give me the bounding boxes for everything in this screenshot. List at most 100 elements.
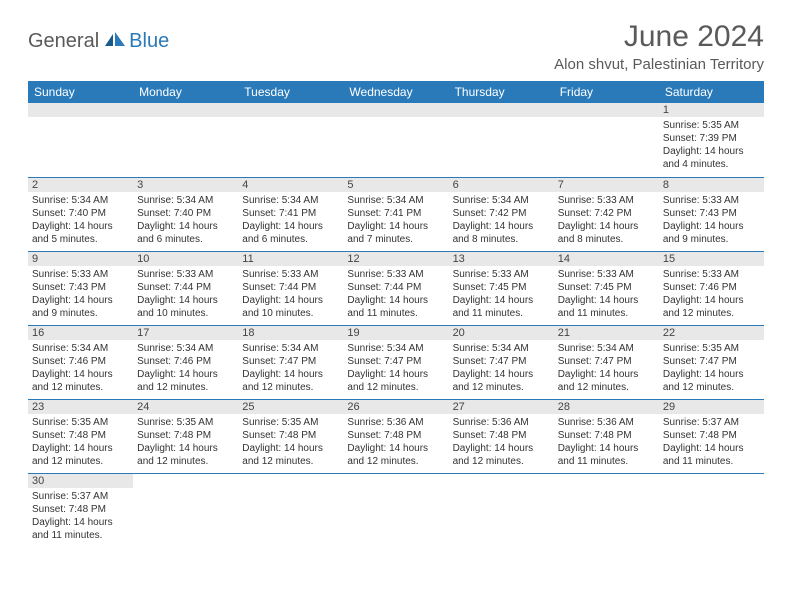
day-info: Sunrise: 5:35 AMSunset: 7:48 PMDaylight:… [133, 414, 238, 472]
day-info: Sunrise: 5:35 AMSunset: 7:48 PMDaylight:… [28, 414, 133, 472]
day-number: 20 [449, 326, 554, 340]
sunset-text: Sunset: 7:44 PM [242, 281, 339, 294]
day-number-bar-empty [554, 474, 659, 488]
calendar-cell [343, 473, 448, 547]
day-info: Sunrise: 5:34 AMSunset: 7:40 PMDaylight:… [28, 192, 133, 250]
day-number: 30 [28, 474, 133, 488]
calendar-cell [133, 103, 238, 177]
calendar-cell: 18Sunrise: 5:34 AMSunset: 7:47 PMDayligh… [238, 325, 343, 399]
calendar-cell [554, 103, 659, 177]
sunset-text: Sunset: 7:43 PM [663, 207, 760, 220]
sunrise-text: Sunrise: 5:34 AM [242, 342, 339, 355]
day-number: 26 [343, 400, 448, 414]
calendar-cell [554, 473, 659, 547]
day-number: 3 [133, 178, 238, 192]
sunrise-text: Sunrise: 5:35 AM [663, 119, 760, 132]
day-number: 9 [28, 252, 133, 266]
sunset-text: Sunset: 7:48 PM [663, 429, 760, 442]
daylight-text: Daylight: 14 hours and 4 minutes. [663, 145, 760, 171]
calendar-cell: 10Sunrise: 5:33 AMSunset: 7:44 PMDayligh… [133, 251, 238, 325]
daylight-text: Daylight: 14 hours and 7 minutes. [347, 220, 444, 246]
day-number: 10 [133, 252, 238, 266]
sunrise-text: Sunrise: 5:34 AM [558, 342, 655, 355]
sunset-text: Sunset: 7:43 PM [32, 281, 129, 294]
sunset-text: Sunset: 7:41 PM [347, 207, 444, 220]
day-info: Sunrise: 5:33 AMSunset: 7:43 PMDaylight:… [28, 266, 133, 324]
calendar-cell: 9Sunrise: 5:33 AMSunset: 7:43 PMDaylight… [28, 251, 133, 325]
daylight-text: Daylight: 14 hours and 6 minutes. [137, 220, 234, 246]
day-info: Sunrise: 5:34 AMSunset: 7:46 PMDaylight:… [133, 340, 238, 398]
day-number-bar-empty [449, 474, 554, 488]
sunset-text: Sunset: 7:48 PM [32, 503, 129, 516]
sunrise-text: Sunrise: 5:33 AM [32, 268, 129, 281]
sunset-text: Sunset: 7:48 PM [453, 429, 550, 442]
calendar-cell [133, 473, 238, 547]
sunrise-text: Sunrise: 5:34 AM [347, 194, 444, 207]
day-info: Sunrise: 5:33 AMSunset: 7:45 PMDaylight:… [554, 266, 659, 324]
sunset-text: Sunset: 7:47 PM [347, 355, 444, 368]
sunset-text: Sunset: 7:48 PM [242, 429, 339, 442]
day-info: Sunrise: 5:35 AMSunset: 7:47 PMDaylight:… [659, 340, 764, 398]
sunset-text: Sunset: 7:47 PM [558, 355, 655, 368]
sunset-text: Sunset: 7:48 PM [137, 429, 234, 442]
day-number: 17 [133, 326, 238, 340]
calendar-cell [449, 473, 554, 547]
calendar-week-row: 1Sunrise: 5:35 AMSunset: 7:39 PMDaylight… [28, 103, 764, 177]
day-info: Sunrise: 5:33 AMSunset: 7:42 PMDaylight:… [554, 192, 659, 250]
day-number-bar-empty [238, 474, 343, 488]
sunrise-text: Sunrise: 5:34 AM [242, 194, 339, 207]
sunrise-text: Sunrise: 5:33 AM [453, 268, 550, 281]
calendar-cell: 14Sunrise: 5:33 AMSunset: 7:45 PMDayligh… [554, 251, 659, 325]
calendar-body: 1Sunrise: 5:35 AMSunset: 7:39 PMDaylight… [28, 103, 764, 547]
day-number-bar-empty [659, 474, 764, 488]
sunset-text: Sunset: 7:41 PM [242, 207, 339, 220]
calendar-cell: 4Sunrise: 5:34 AMSunset: 7:41 PMDaylight… [238, 177, 343, 251]
sunrise-text: Sunrise: 5:36 AM [558, 416, 655, 429]
calendar-cell: 6Sunrise: 5:34 AMSunset: 7:42 PMDaylight… [449, 177, 554, 251]
sunrise-text: Sunrise: 5:34 AM [453, 342, 550, 355]
day-number: 13 [449, 252, 554, 266]
sunrise-text: Sunrise: 5:34 AM [32, 194, 129, 207]
calendar-cell: 11Sunrise: 5:33 AMSunset: 7:44 PMDayligh… [238, 251, 343, 325]
day-number-bar-empty [133, 474, 238, 488]
calendar-cell: 24Sunrise: 5:35 AMSunset: 7:48 PMDayligh… [133, 399, 238, 473]
sunset-text: Sunset: 7:39 PM [663, 132, 760, 145]
calendar-cell: 26Sunrise: 5:36 AMSunset: 7:48 PMDayligh… [343, 399, 448, 473]
day-number: 11 [238, 252, 343, 266]
daylight-text: Daylight: 14 hours and 9 minutes. [32, 294, 129, 320]
day-number: 1 [659, 103, 764, 117]
daylight-text: Daylight: 14 hours and 12 minutes. [242, 368, 339, 394]
calendar-cell: 2Sunrise: 5:34 AMSunset: 7:40 PMDaylight… [28, 177, 133, 251]
day-info: Sunrise: 5:33 AMSunset: 7:44 PMDaylight:… [343, 266, 448, 324]
sunrise-text: Sunrise: 5:36 AM [453, 416, 550, 429]
day-number: 25 [238, 400, 343, 414]
calendar-cell: 16Sunrise: 5:34 AMSunset: 7:46 PMDayligh… [28, 325, 133, 399]
daylight-text: Daylight: 14 hours and 8 minutes. [558, 220, 655, 246]
sunset-text: Sunset: 7:48 PM [558, 429, 655, 442]
calendar-cell: 30Sunrise: 5:37 AMSunset: 7:48 PMDayligh… [28, 473, 133, 547]
sunset-text: Sunset: 7:46 PM [663, 281, 760, 294]
day-number-bar-empty [28, 103, 133, 117]
sunrise-text: Sunrise: 5:35 AM [242, 416, 339, 429]
day-info: Sunrise: 5:35 AMSunset: 7:39 PMDaylight:… [659, 117, 764, 175]
daylight-text: Daylight: 14 hours and 12 minutes. [347, 368, 444, 394]
sunrise-text: Sunrise: 5:35 AM [663, 342, 760, 355]
daylight-text: Daylight: 14 hours and 11 minutes. [558, 442, 655, 468]
day-info: Sunrise: 5:34 AMSunset: 7:41 PMDaylight:… [238, 192, 343, 250]
day-number-bar-empty [133, 103, 238, 117]
day-info: Sunrise: 5:33 AMSunset: 7:45 PMDaylight:… [449, 266, 554, 324]
logo-sail-icon [103, 32, 127, 48]
calendar-cell [28, 103, 133, 177]
sunrise-text: Sunrise: 5:33 AM [242, 268, 339, 281]
sunrise-text: Sunrise: 5:34 AM [347, 342, 444, 355]
day-info: Sunrise: 5:33 AMSunset: 7:43 PMDaylight:… [659, 192, 764, 250]
daylight-text: Daylight: 14 hours and 11 minutes. [347, 294, 444, 320]
day-info: Sunrise: 5:34 AMSunset: 7:42 PMDaylight:… [449, 192, 554, 250]
calendar-cell [238, 103, 343, 177]
day-number: 5 [343, 178, 448, 192]
calendar-cell: 20Sunrise: 5:34 AMSunset: 7:47 PMDayligh… [449, 325, 554, 399]
sunrise-text: Sunrise: 5:33 AM [137, 268, 234, 281]
daylight-text: Daylight: 14 hours and 12 minutes. [32, 368, 129, 394]
weekday-header: Saturday [659, 81, 764, 103]
daylight-text: Daylight: 14 hours and 11 minutes. [453, 294, 550, 320]
